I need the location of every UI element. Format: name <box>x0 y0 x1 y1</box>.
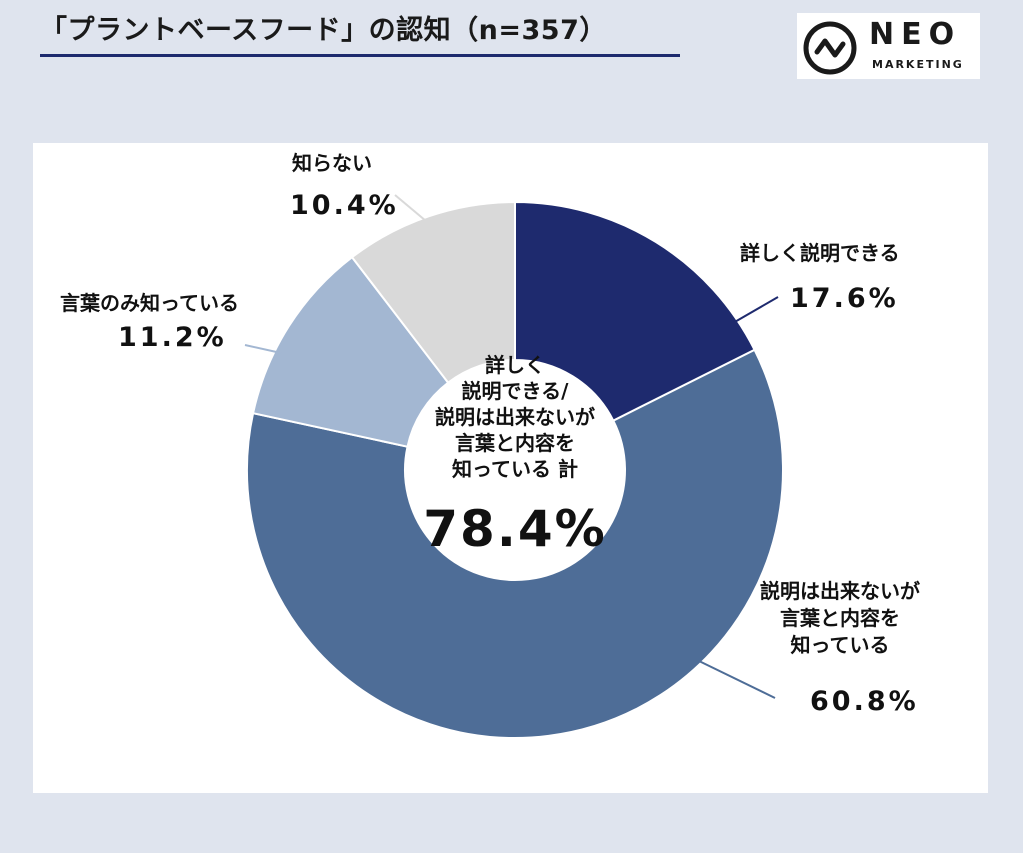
donut-chart <box>244 194 784 739</box>
value-label-knows-content: 60.8% <box>810 686 919 717</box>
slice-unknown <box>350 200 516 385</box>
slice-knows-content <box>246 348 784 739</box>
leader-line-detail <box>732 296 779 324</box>
label-unknown: 知らない <box>292 151 372 175</box>
value-label-unknown: 10.4% <box>290 190 399 221</box>
label-detail: 詳しく説明できる <box>740 241 900 265</box>
neo-marketing-logo: NEO MARKETING <box>797 13 980 79</box>
leader-line-unknown <box>394 194 427 222</box>
logo-word: NEO <box>869 17 962 52</box>
chart-title: 「プラントベースフード」の認知（n=357） <box>40 15 607 46</box>
label-knows-content: 説明は出来ないが 言葉と内容を 知っている <box>760 579 920 657</box>
value-label-word-only: 11.2% <box>118 322 227 353</box>
label-word-only: 言葉のみ知っている <box>60 291 239 315</box>
leader-line-word-only <box>244 344 282 354</box>
slice-word-only <box>251 255 450 448</box>
chart-panel <box>33 143 988 793</box>
leader-line-knows-content <box>698 660 776 699</box>
value-label-detail: 17.6% <box>790 283 899 314</box>
logo-mark-icon <box>803 21 857 75</box>
title-underline <box>40 54 680 57</box>
logo-subtitle: MARKETING <box>872 58 964 71</box>
center-caption: 詳しく 説明できる/ 説明は出来ないが 言葉と内容を 知っている 計 <box>435 353 595 481</box>
center-total-value: 78.4% <box>423 500 607 558</box>
slice-detail <box>514 200 756 423</box>
